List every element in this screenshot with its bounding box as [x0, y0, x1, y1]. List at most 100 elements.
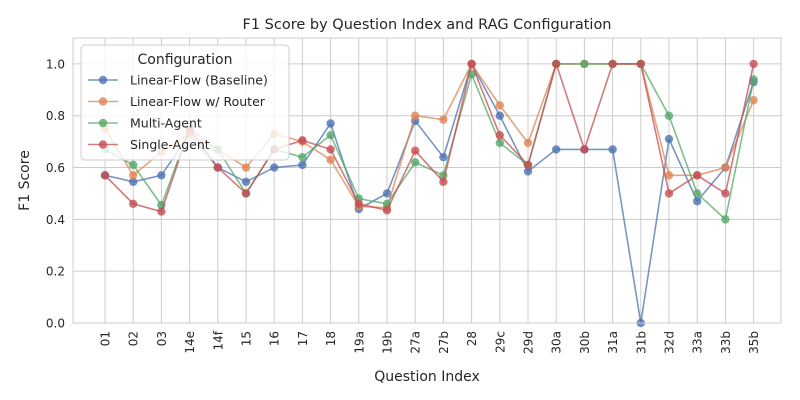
data-point [552, 59, 561, 69]
y-axis-title: F1 Score [17, 150, 33, 211]
data-point [382, 189, 392, 198]
x-tick-label: 27a [409, 331, 423, 354]
x-tick-label: 02 [127, 331, 141, 346]
data-point [129, 171, 138, 180]
y-tick-label: 0.8 [46, 109, 65, 123]
data-point [298, 136, 307, 145]
data-point [495, 138, 504, 148]
data-point [608, 59, 617, 69]
x-tick-label: 32d [663, 331, 677, 354]
x-tick-label: 19b [381, 331, 395, 354]
data-point [382, 206, 392, 215]
legend-item: Multi-Agent [88, 116, 202, 131]
data-point [523, 138, 533, 148]
data-point [721, 163, 730, 172]
legend-box [80, 44, 290, 161]
x-tick-label: 17 [296, 331, 310, 346]
x-tick-label: 03 [155, 331, 169, 346]
y-tick-label: 0.2 [46, 265, 65, 279]
data-point [439, 177, 448, 186]
y-tick-label: 0.4 [46, 213, 65, 227]
data-point [495, 130, 504, 140]
legend-label: Linear-Flow w/ Router [130, 94, 266, 109]
data-point [580, 145, 589, 154]
series-single-agent [100, 59, 758, 216]
x-tick-label: 01 [99, 331, 113, 346]
data-point [129, 199, 138, 209]
data-point [721, 215, 730, 224]
data-point [326, 130, 335, 140]
data-point [495, 101, 504, 110]
data-point [523, 160, 533, 170]
data-point [298, 152, 307, 162]
data-point [241, 177, 251, 186]
legend-label: Linear-Flow (Baseline) [130, 73, 268, 88]
x-tick-label: 19a [352, 331, 366, 354]
data-point [467, 59, 476, 69]
x-tick-label: 14e [183, 331, 197, 354]
data-point [411, 111, 420, 120]
data-point [100, 171, 110, 180]
data-point [157, 207, 166, 216]
data-point [664, 134, 674, 144]
data-point [749, 95, 758, 105]
data-point [439, 115, 448, 124]
legend-title: Configuration [138, 52, 233, 68]
data-point [693, 197, 702, 206]
data-point [749, 75, 758, 84]
plot-frame [72, 37, 782, 324]
legend-item: Single-Agent [88, 137, 210, 152]
data-point [664, 171, 674, 180]
series-line [104, 63, 755, 213]
data-point [326, 119, 335, 128]
x-tick-labels: 01 02 03 14e 14f 15 16 17 18 19a 19b 27a 27b 28 29c 29d… [99, 330, 762, 354]
data-point [664, 189, 674, 198]
data-point [664, 111, 674, 120]
x-tick-label: 33a [691, 331, 705, 354]
data-point [326, 155, 335, 164]
data-point [439, 152, 448, 162]
x-tick-label: 30a [550, 331, 564, 354]
x-tick-label: 14f [211, 330, 225, 350]
x-tick-label: 29d [522, 331, 536, 354]
data-point [749, 59, 758, 69]
data-point [721, 189, 730, 198]
x-tick-label: 16 [268, 331, 282, 346]
data-point [693, 189, 702, 198]
legend-label: Single-Agent [130, 137, 210, 152]
data-point [523, 167, 533, 176]
legend-marker [98, 97, 108, 106]
data-point [326, 145, 335, 154]
data-point [580, 59, 589, 69]
x-tick-label: 27b [437, 331, 451, 354]
data-point [495, 111, 504, 120]
x-axis-title: Question Index [374, 369, 480, 385]
x-tick-label: 33b [719, 331, 733, 354]
data-point [411, 146, 420, 155]
legend-marker [98, 140, 108, 149]
chart-title: F1 Score by Question Index and RAG Confi… [243, 17, 612, 33]
legend-label: Multi-Agent [130, 116, 202, 131]
y-tick-label: 0.6 [46, 161, 65, 175]
data-point [608, 145, 617, 154]
data-point [354, 199, 363, 209]
x-tick-label: 31b [634, 331, 648, 354]
data-point [129, 160, 138, 170]
legend: Configuration Linear-Flow (Baseline) Line… [80, 44, 290, 161]
x-tick-label: 31a [606, 331, 620, 354]
data-point [411, 158, 420, 167]
data-point [241, 189, 251, 198]
y-tick-labels: 0.0 0.2 0.4 0.6 0.8 1.0 [46, 57, 65, 330]
legend-marker [98, 75, 108, 85]
x-tick-label: 30b [578, 331, 592, 354]
data-point [693, 171, 702, 180]
x-tick-label: 15 [240, 331, 254, 346]
y-tick-label: 1.0 [46, 57, 65, 71]
data-point [298, 160, 307, 170]
data-point [129, 177, 138, 186]
data-point [552, 145, 561, 154]
data-point [636, 59, 645, 69]
data-point [157, 171, 166, 180]
